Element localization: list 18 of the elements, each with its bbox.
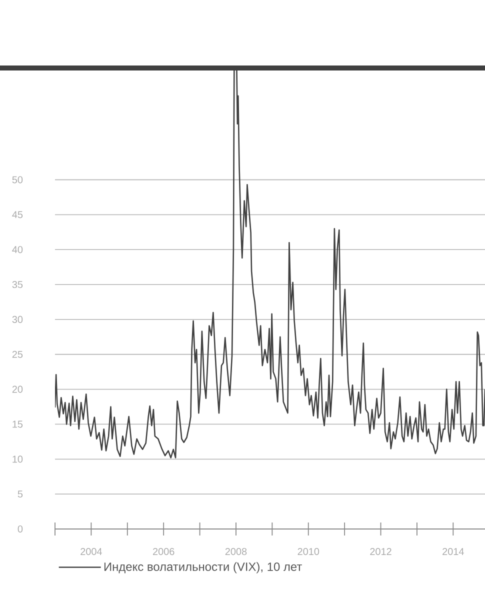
y-tick-label: 30 bbox=[12, 316, 23, 323]
y-tick-label: 25 bbox=[12, 350, 23, 358]
y-tick-label: 15 bbox=[12, 420, 23, 428]
y-tick-label: 50 bbox=[12, 176, 23, 184]
legend-label: Индекс волатильности (VIX), 10 лет bbox=[104, 562, 302, 574]
x-tick-label: 2008 bbox=[225, 548, 247, 556]
x-tick-label: 2012 bbox=[370, 548, 392, 556]
x-tick-label: 2006 bbox=[153, 548, 174, 556]
y-tick-label: 5 bbox=[18, 490, 23, 498]
y-tick-label: 40 bbox=[12, 246, 23, 254]
x-tick-label: 2010 bbox=[298, 548, 320, 556]
x-tick-label: 2014 bbox=[442, 548, 464, 556]
y-tick-label: 10 bbox=[12, 456, 23, 463]
y-tick-label: 45 bbox=[12, 211, 23, 218]
y-tick-label: 20 bbox=[12, 386, 23, 393]
x-tick-label: 2004 bbox=[80, 548, 102, 556]
y-tick-label: 0 bbox=[18, 525, 23, 533]
y-tick-label: 35 bbox=[12, 281, 23, 288]
